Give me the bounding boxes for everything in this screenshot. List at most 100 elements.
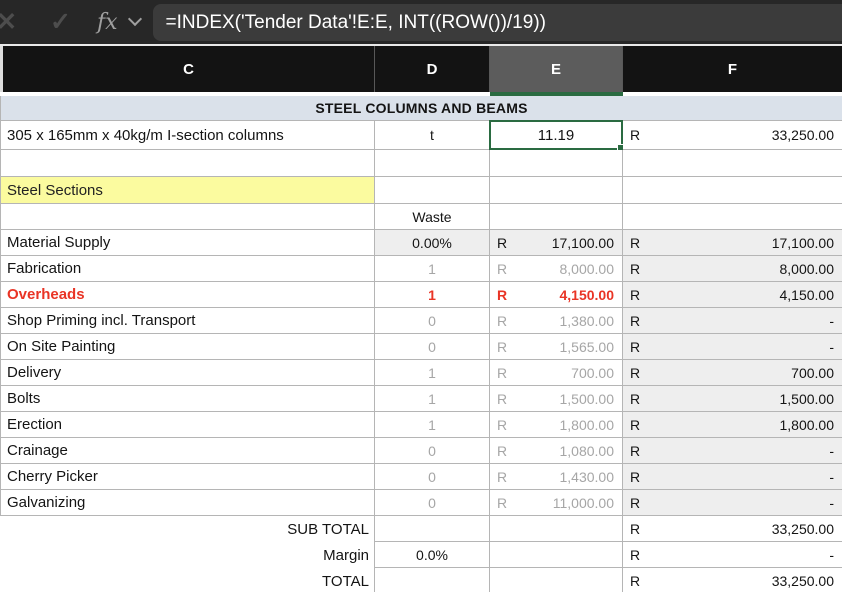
waste-header-cell[interactable]: Waste	[375, 204, 490, 230]
cell-c[interactable]: On Site Painting	[0, 334, 375, 360]
amount-value: 17,100.00	[551, 234, 614, 251]
amount-value: -	[829, 468, 834, 485]
section-title[interactable]: STEEL COLUMNS AND BEAMS	[0, 96, 842, 121]
confirm-icon[interactable]: ✓	[50, 8, 71, 36]
cell-f[interactable]: R-	[623, 334, 842, 360]
cell-f[interactable]: R-	[623, 308, 842, 334]
cell-f[interactable]: R 8,000.00	[623, 256, 842, 282]
cell-c[interactable]: Crainage	[0, 438, 375, 464]
cell-f[interactable]: R-	[623, 438, 842, 464]
column-header-c[interactable]: C	[3, 46, 375, 92]
cell-f[interactable]: R 33,250.00	[623, 568, 842, 592]
currency-symbol: R	[497, 390, 508, 407]
amount-value: -	[829, 312, 834, 329]
cell-e[interactable]: R 4,150.00	[490, 282, 623, 308]
cell-d[interactable]: 0.0%	[375, 542, 490, 568]
amount-value: 4,150.00	[779, 286, 835, 303]
total-label-cell[interactable]: TOTAL	[0, 568, 375, 592]
cell-d[interactable]: 1	[375, 412, 490, 438]
cell-f[interactable]: R-	[623, 542, 842, 568]
cell-d[interactable]	[375, 516, 490, 542]
sheet-row: SUB TOTAL R 33,250.00	[0, 516, 842, 542]
currency-symbol: R	[497, 260, 508, 277]
cell-d[interactable]	[375, 568, 490, 592]
cell-f[interactable]	[623, 150, 842, 177]
cell-d[interactable]: 1	[375, 360, 490, 386]
formula-input[interactable]: =INDEX('Tender Data'!E:E, INT((ROW())/19…	[152, 3, 842, 41]
amount-value: -	[829, 494, 834, 511]
selected-column-underline	[490, 92, 623, 96]
cell-c[interactable]: Cherry Picker	[0, 464, 375, 490]
cell-c[interactable]	[0, 150, 375, 177]
cell-d[interactable]: 1	[375, 282, 490, 308]
column-header-d[interactable]: D	[375, 46, 490, 92]
cell-e[interactable]	[490, 204, 623, 230]
cell-e[interactable]: R 17,100.00	[490, 230, 623, 256]
cell-e[interactable]: R 1,565.00	[490, 334, 623, 360]
cell-f[interactable]: R 700.00	[623, 360, 842, 386]
cell-f[interactable]: R 17,100.00	[623, 230, 842, 256]
cell-c[interactable]: Delivery	[0, 360, 375, 386]
column-header-f[interactable]: F	[727, 60, 738, 78]
cell-f[interactable]: R-	[623, 490, 842, 516]
cell-e[interactable]: R 1,430.00	[490, 464, 623, 490]
cell-c[interactable]: 305 x 165mm x 40kg/m I-section columns	[0, 121, 375, 150]
cell-d[interactable]: t	[375, 121, 490, 150]
currency-symbol: R	[630, 127, 641, 143]
cell-d[interactable]: 1	[375, 386, 490, 412]
cell-e[interactable]	[490, 516, 623, 542]
cell-d[interactable]: 0.00%	[375, 230, 490, 256]
cell-d[interactable]: 0	[375, 490, 490, 516]
section-label-cell[interactable]: Steel Sections	[0, 177, 375, 204]
cell-e[interactable]	[490, 150, 623, 177]
cell-d[interactable]: 0	[375, 334, 490, 360]
cell-c[interactable]	[0, 204, 375, 230]
cell-e[interactable]	[490, 542, 623, 568]
cell-f[interactable]	[623, 177, 842, 204]
corner-strip	[0, 46, 3, 92]
total-label-cell[interactable]: Margin	[0, 542, 375, 568]
cell-c[interactable]: Erection	[0, 412, 375, 438]
cell-f[interactable]	[623, 204, 842, 230]
cancel-icon[interactable]: ✕	[0, 8, 17, 36]
cell-f[interactable]: R 1,800.00	[623, 412, 842, 438]
cell-d[interactable]: 0	[375, 308, 490, 334]
cell-d[interactable]: 0	[375, 438, 490, 464]
cell-e[interactable]: R 700.00	[490, 360, 623, 386]
cell-c[interactable]: Bolts	[0, 386, 375, 412]
cell-e[interactable]: R 1,080.00	[490, 438, 623, 464]
selected-cell[interactable]: 11.19	[489, 120, 627, 154]
cell-d[interactable]: 0	[375, 464, 490, 490]
currency-symbol: R	[497, 312, 508, 329]
cell-c[interactable]: Galvanizing	[0, 490, 375, 516]
cell-c[interactable]: Overheads	[0, 282, 375, 308]
cell-e[interactable]: R 1,380.00	[490, 308, 623, 334]
currency-symbol: R	[630, 338, 641, 355]
formula-bar: ✕ ✓ fx =INDEX('Tender Data'!E:E, INT((RO…	[0, 0, 842, 44]
function-icon[interactable]: fx	[96, 9, 118, 35]
cell-f[interactable]: R 4,150.00	[623, 282, 842, 308]
cell-d[interactable]	[375, 177, 490, 204]
amount-value: 33,250.00	[771, 572, 834, 589]
column-header-e[interactable]: E	[490, 46, 623, 92]
cell-f[interactable]: R 33,250.00	[623, 516, 842, 542]
cell-f[interactable]: R 1,500.00	[623, 386, 842, 412]
cell-d[interactable]	[375, 150, 490, 177]
cell-f[interactable]: R 33,250.00	[623, 121, 842, 150]
cell-f[interactable]: R-	[623, 464, 842, 490]
cell-e[interactable]: R 1,800.00	[490, 412, 623, 438]
cell-e[interactable]	[490, 568, 623, 592]
cell-d[interactable]: 1	[375, 256, 490, 282]
cell-e[interactable]: R 1,500.00	[490, 386, 623, 412]
chevron-down-icon[interactable]	[127, 11, 142, 27]
cell-c[interactable]: Material Supply	[0, 230, 375, 256]
amount-value: -	[829, 442, 834, 459]
cell-c[interactable]: Shop Priming incl. Transport	[0, 308, 375, 334]
sheet-row: Cherry Picker 0 R 1,430.00 R -	[0, 464, 842, 490]
total-label-cell[interactable]: SUB TOTAL	[0, 516, 375, 542]
cell-e[interactable]	[490, 177, 623, 204]
cell-e[interactable]: R 11,000.00	[490, 490, 623, 516]
cell-e[interactable]: R 8,000.00	[490, 256, 623, 282]
cell-c[interactable]: Fabrication	[0, 256, 375, 282]
currency-symbol: R	[630, 286, 641, 303]
